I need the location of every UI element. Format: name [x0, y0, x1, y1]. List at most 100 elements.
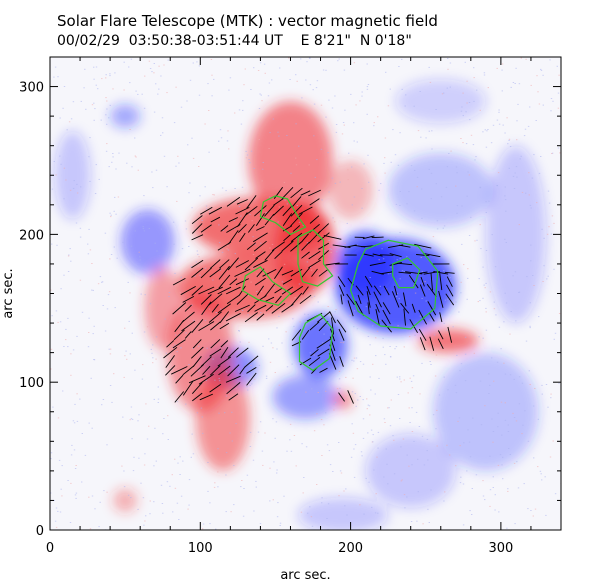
noise-dot — [93, 325, 95, 327]
noise-dot — [513, 417, 516, 418]
noise-dot — [247, 294, 249, 296]
noise-dot — [403, 346, 405, 348]
noise-dot — [155, 83, 157, 85]
noise-dot — [258, 364, 261, 366]
noise-dot — [376, 330, 379, 332]
field-vector — [300, 267, 311, 279]
noise-dot — [191, 137, 193, 139]
noise-dot — [508, 448, 510, 449]
field-vector — [201, 301, 212, 316]
noise-dot — [444, 299, 447, 301]
noise-dot — [75, 492, 78, 494]
noise-dot — [162, 433, 164, 435]
noise-dot — [99, 276, 102, 278]
field-vector — [273, 198, 284, 206]
noise-dot — [160, 228, 163, 230]
noise-dot — [382, 337, 384, 339]
noise-dot — [196, 61, 198, 63]
noise-dot — [116, 257, 118, 259]
noise-dot — [492, 476, 494, 478]
noise-dot — [129, 419, 131, 421]
noise-dot — [277, 131, 279, 133]
noise-dot — [149, 500, 151, 502]
noise-dot — [421, 435, 424, 437]
noise-dot — [197, 265, 200, 267]
negative-polarity-region — [433, 352, 539, 471]
noise-dot — [361, 188, 363, 189]
noise-dot — [385, 363, 387, 365]
noise-dot — [128, 320, 130, 322]
noise-dot — [152, 357, 154, 359]
noise-dot — [161, 503, 164, 504]
noise-dot — [205, 208, 208, 210]
noise-dot — [494, 266, 497, 268]
noise-dot — [536, 75, 538, 77]
noise-dot — [294, 297, 296, 299]
noise-dot — [369, 277, 371, 278]
noise-dot — [167, 59, 169, 61]
noise-dot — [359, 396, 361, 397]
noise-dot — [192, 157, 195, 159]
noise-dot — [94, 108, 96, 110]
noise-dot — [124, 327, 126, 329]
field-vector — [336, 319, 347, 333]
noise-dot — [530, 244, 532, 246]
noise-dot — [171, 474, 173, 476]
noise-dot — [504, 186, 506, 188]
negative-polarity-region — [54, 130, 91, 220]
noise-dot — [101, 281, 104, 283]
noise-dot — [70, 118, 73, 120]
noise-dot — [137, 420, 139, 422]
field-vector — [338, 328, 345, 341]
noise-dot — [549, 456, 552, 458]
noise-dot — [557, 147, 560, 149]
noise-dot — [231, 440, 233, 442]
noise-dot — [518, 83, 521, 85]
noise-dot — [504, 195, 506, 197]
noise-dot — [468, 235, 471, 236]
noise-dot — [89, 249, 92, 251]
noise-dot — [112, 153, 114, 154]
noise-dot — [339, 387, 341, 389]
noise-dot — [123, 470, 125, 472]
field-vector — [245, 205, 258, 216]
field-vector — [191, 285, 204, 296]
noise-dot — [530, 260, 532, 262]
field-vector — [367, 302, 370, 315]
noise-dot — [494, 494, 496, 496]
field-vector — [371, 236, 384, 239]
noise-dot — [501, 69, 503, 71]
noise-dot — [92, 289, 94, 291]
noise-dot — [554, 493, 557, 495]
noise-dot — [515, 166, 518, 168]
noise-dot — [138, 414, 140, 416]
field-vector — [252, 232, 268, 243]
noise-dot — [353, 326, 355, 328]
field-vector — [433, 271, 449, 275]
field-vector — [163, 346, 178, 359]
noise-dot — [456, 172, 458, 174]
noise-dot — [504, 238, 506, 240]
noise-dot — [401, 270, 404, 272]
field-vector — [182, 296, 195, 303]
field-vector — [207, 286, 223, 295]
noise-dot — [65, 339, 67, 341]
noise-dot — [436, 228, 439, 230]
noise-dot — [279, 67, 281, 69]
chart-title: Solar Flare Telescope (MTK) : vector mag… — [57, 12, 438, 30]
noise-dot — [235, 423, 237, 425]
noise-dot — [343, 69, 346, 71]
field-vector — [181, 311, 195, 323]
noise-dot — [239, 275, 241, 277]
noise-dot — [350, 93, 352, 95]
noise-dot — [442, 227, 444, 229]
noise-dot — [175, 165, 177, 167]
noise-dot — [465, 111, 467, 113]
noise-dot — [158, 65, 160, 67]
field-vector — [263, 283, 276, 298]
noise-dot — [552, 440, 554, 442]
noise-dot — [459, 445, 461, 447]
noise-dot — [249, 446, 252, 447]
noise-dot — [295, 465, 297, 467]
noise-dot — [70, 374, 72, 376]
